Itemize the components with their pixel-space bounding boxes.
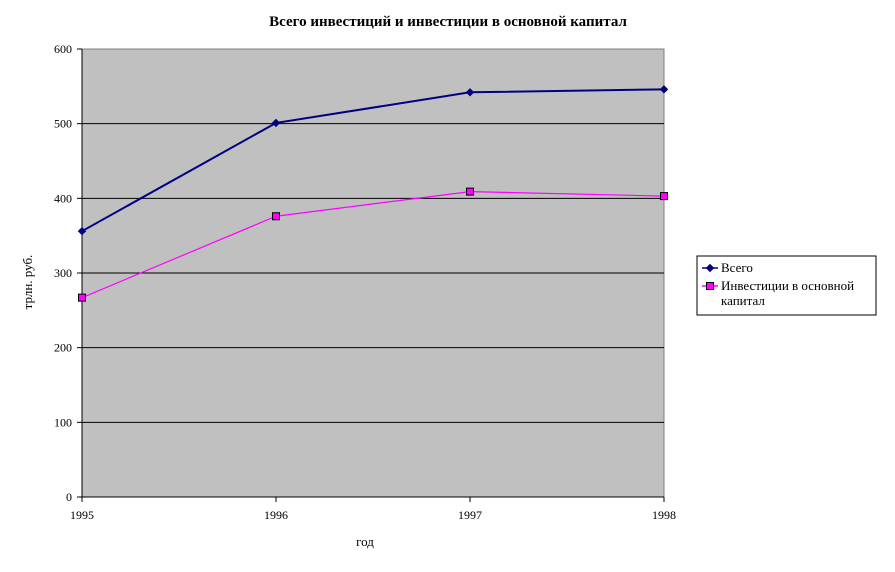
x-axis-ticks: 1995 1996 1997 1998	[70, 497, 676, 522]
data-point	[271, 118, 281, 128]
y-axis-ticks: 0 100 200 300 400 500 600	[54, 42, 82, 504]
data-point	[465, 88, 475, 97]
y-tick-label: 600	[54, 42, 72, 56]
grid-lines	[82, 123, 664, 423]
x-axis-label: год	[356, 534, 374, 549]
legend-label: Инвестиции в основной	[721, 278, 854, 293]
x-tick-label: 1996	[264, 508, 288, 522]
series-line	[81, 191, 665, 299]
data-point	[78, 293, 86, 302]
data-point	[660, 192, 668, 201]
legend-box	[696, 255, 877, 316]
series-2	[78, 187, 668, 302]
y-tick-label: 0	[66, 490, 72, 504]
y-axis-label: трлн. руб.	[20, 255, 35, 310]
y-tick-label: 100	[54, 415, 72, 429]
chart-title: Всего инвестиций и инвестиции в основной…	[269, 14, 627, 30]
legend-item: Всего	[702, 260, 753, 275]
legend-label: Всего	[721, 260, 753, 275]
data-point	[272, 212, 280, 221]
x-tick-label: 1995	[70, 508, 94, 522]
data-point	[466, 187, 474, 196]
data-point	[659, 85, 669, 94]
series-1	[77, 85, 669, 236]
data-point	[77, 226, 87, 236]
x-tick-label: 1997	[458, 508, 482, 522]
y-tick-label: 400	[54, 191, 72, 205]
legend-marker	[705, 263, 715, 273]
y-tick-label: 300	[54, 266, 72, 280]
y-tick-label: 500	[54, 117, 72, 131]
series-layer	[77, 85, 669, 302]
y-tick-label: 200	[54, 341, 72, 355]
x-tick-label: 1998	[652, 508, 676, 522]
legend-marker	[706, 282, 714, 290]
series-line	[81, 88, 665, 233]
legend-label: капитал	[721, 293, 765, 308]
